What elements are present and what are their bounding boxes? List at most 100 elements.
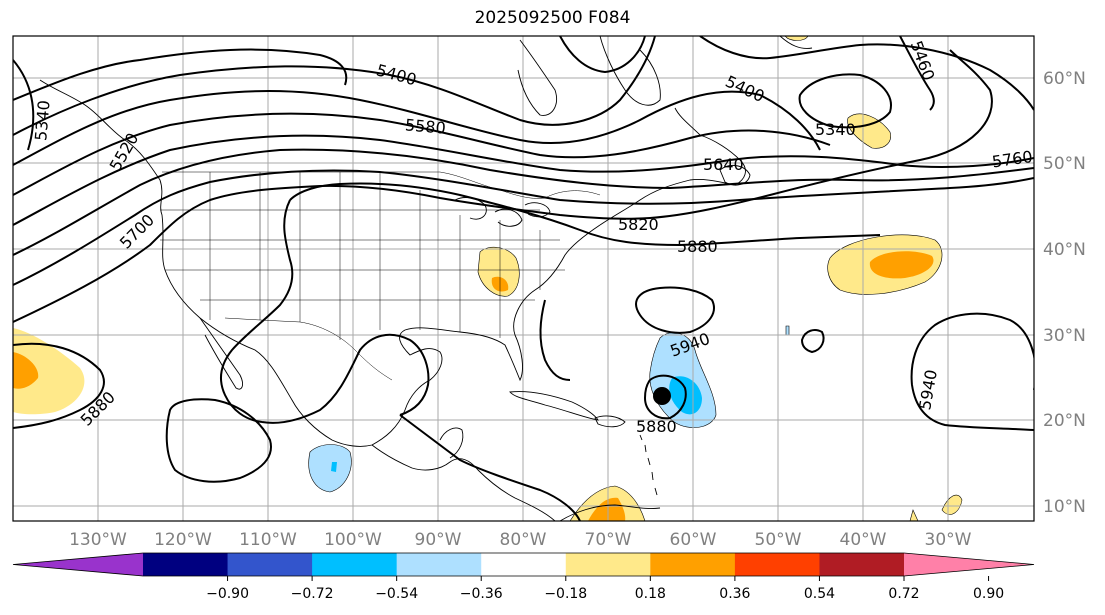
contour-5880-main xyxy=(13,342,105,429)
contour-5880-gulf xyxy=(539,299,571,381)
shade-caribbean-core xyxy=(588,497,626,521)
colorbar-outline xyxy=(12,552,1035,577)
anomaly-shading xyxy=(13,36,963,521)
map-frame xyxy=(12,35,1035,522)
contour-5700 xyxy=(13,148,1034,256)
storm-center-marker xyxy=(653,387,671,405)
longitude-labels: 130°W 120°W 110°W 100°W 90°W 80°W 70°W 6… xyxy=(69,530,972,550)
contour-north-east-arc xyxy=(699,36,1034,111)
contour-5940-central xyxy=(635,286,715,334)
colorbar-extend-high xyxy=(904,553,1034,576)
contour-5460-east xyxy=(899,36,935,111)
border-states-2 xyxy=(160,209,565,301)
colorbar-tick-label: 0.90 xyxy=(973,586,1004,602)
shade-east-small-2 xyxy=(909,509,919,521)
colorbar-tick-label: −0.36 xyxy=(460,586,503,602)
shade-atlantic-positive-core xyxy=(869,251,934,279)
coast-lesser-antilles xyxy=(639,434,658,496)
contour-5880-hurricane xyxy=(643,374,687,420)
lat-label: 40°N xyxy=(1043,240,1086,260)
lon-label: 80°W xyxy=(500,530,547,550)
colorbar: −0.90 −0.72 −0.54 −0.36 −0.18 0.18 0.36 0.54 0.7… xyxy=(12,552,1035,602)
shade-east-small xyxy=(941,494,963,515)
contour-label: 5880 xyxy=(677,237,718,256)
colorbar-segment xyxy=(481,553,567,576)
lon-label: 70°W xyxy=(585,530,632,550)
lat-label: 10°N xyxy=(1043,497,1086,517)
contour-label: 5880 xyxy=(636,417,677,436)
lat-label: 20°N xyxy=(1043,411,1086,431)
border-us-canada xyxy=(162,171,601,199)
colorbar-segment xyxy=(819,553,905,576)
contour-label: 5460 xyxy=(907,38,939,83)
lon-label: 40°W xyxy=(840,530,887,550)
coastlines xyxy=(39,36,813,521)
lon-label: 110°W xyxy=(239,530,297,550)
colorbar-tick-label: 0.72 xyxy=(888,586,919,602)
contour-west-1 xyxy=(13,48,348,101)
contour-5820 xyxy=(13,49,993,323)
lon-label: 60°W xyxy=(670,530,717,550)
contour-label: 5520 xyxy=(106,130,143,175)
contour-label: 5400 xyxy=(374,60,418,89)
contour-5880-south xyxy=(261,333,430,424)
contour-5880-caribbean xyxy=(399,414,581,521)
colorbar-tick-label: 0.36 xyxy=(719,586,750,602)
coast-arctic xyxy=(517,39,557,116)
colorbar-segment xyxy=(143,553,229,576)
coast-hudson-bay xyxy=(599,36,661,106)
contour-5580 xyxy=(13,112,831,196)
contour-5400 xyxy=(13,36,656,136)
contour-label: 5760 xyxy=(991,147,1034,171)
contour-5880-west-loop xyxy=(165,398,272,483)
contour-5640 xyxy=(13,134,1034,226)
colorbar-tick-label: −0.18 xyxy=(544,586,587,602)
colorbar-tick-label: −0.72 xyxy=(291,586,334,602)
shade-pacific-core xyxy=(13,352,39,389)
coast-hispaniola xyxy=(594,415,626,428)
lon-label: 90°W xyxy=(415,530,462,550)
contour-5880-loop xyxy=(219,199,294,423)
contour-label: 5340 xyxy=(31,99,53,141)
contour-5760 xyxy=(13,169,1034,286)
coast-yucatan xyxy=(439,427,464,459)
lon-label: 120°W xyxy=(154,530,212,550)
contour-5460-north xyxy=(559,36,646,74)
map-title: 2025092500 F084 xyxy=(474,8,631,28)
colorbar-extend-low xyxy=(13,553,143,576)
colorbar-segment xyxy=(650,553,736,576)
colorbar-segment xyxy=(312,553,398,576)
contour-small-loop xyxy=(800,329,825,354)
shade-tiny-negative xyxy=(785,325,790,336)
coast-cuba xyxy=(509,391,599,421)
shade-north-small xyxy=(784,36,809,41)
state-borders xyxy=(160,171,601,381)
colorbar-segment xyxy=(565,553,651,576)
lon-label: 100°W xyxy=(324,530,382,550)
contour-5340-east xyxy=(798,73,892,129)
colorbar-tick-label: 0.54 xyxy=(804,586,835,602)
colorbar-tick-label: 0.18 xyxy=(635,586,666,602)
contour-label: 5400 xyxy=(722,72,767,106)
contour-5520 xyxy=(13,90,821,166)
coast-greenland xyxy=(779,36,813,49)
contour-label: 5820 xyxy=(618,215,659,234)
colorbar-segment xyxy=(396,553,482,576)
colorbar-tick-label: −0.90 xyxy=(206,586,249,602)
latitude-labels: 60°N 50°N 40°N 30°N 20°N 10°N xyxy=(1043,69,1086,517)
shade-northeast-positive xyxy=(847,113,891,149)
contour-5940-east xyxy=(910,312,1034,431)
coast-central-america xyxy=(371,444,556,521)
border-states-1 xyxy=(209,172,541,340)
lat-label: 60°N xyxy=(1043,69,1086,89)
lat-label: 30°N xyxy=(1043,326,1086,346)
contour-5880-us xyxy=(289,182,881,247)
contour-label: 5340 xyxy=(815,120,856,139)
shade-pacific-positive xyxy=(13,328,85,415)
contour-label: 5580 xyxy=(404,115,446,137)
graticule xyxy=(13,36,1034,521)
lat-label: 50°N xyxy=(1043,154,1086,174)
height-contours xyxy=(13,36,1034,521)
shade-mexico-core xyxy=(331,462,337,472)
colorbar-segment xyxy=(734,553,820,576)
